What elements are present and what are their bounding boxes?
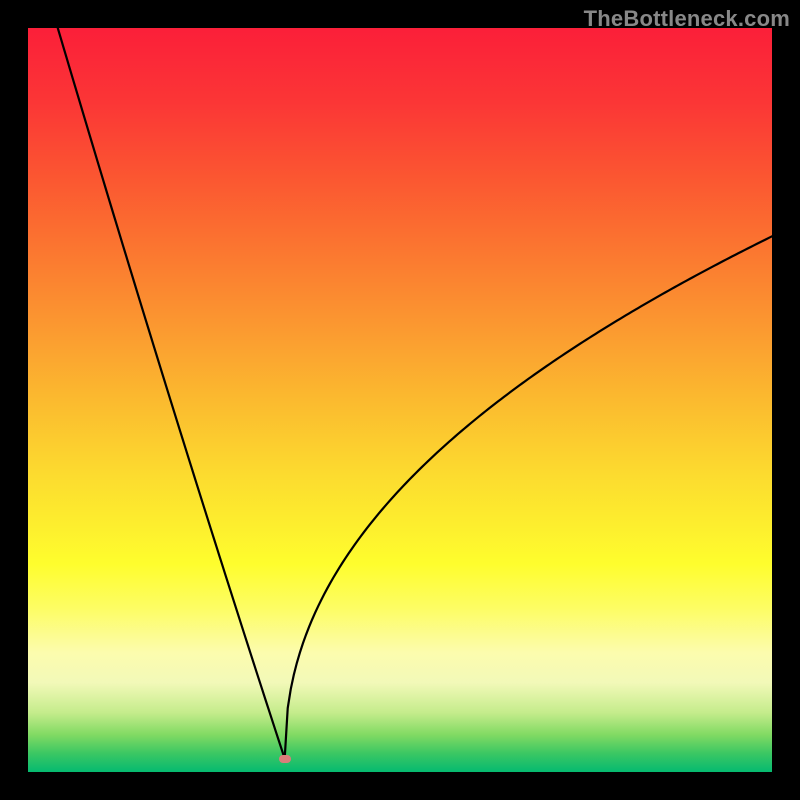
plot-area [28, 28, 772, 772]
chart-frame: TheBottleneck.com [0, 0, 800, 800]
plot-svg [28, 28, 772, 772]
gradient-background [28, 28, 772, 772]
cusp-marker [279, 755, 291, 763]
watermark-text: TheBottleneck.com [584, 6, 790, 32]
